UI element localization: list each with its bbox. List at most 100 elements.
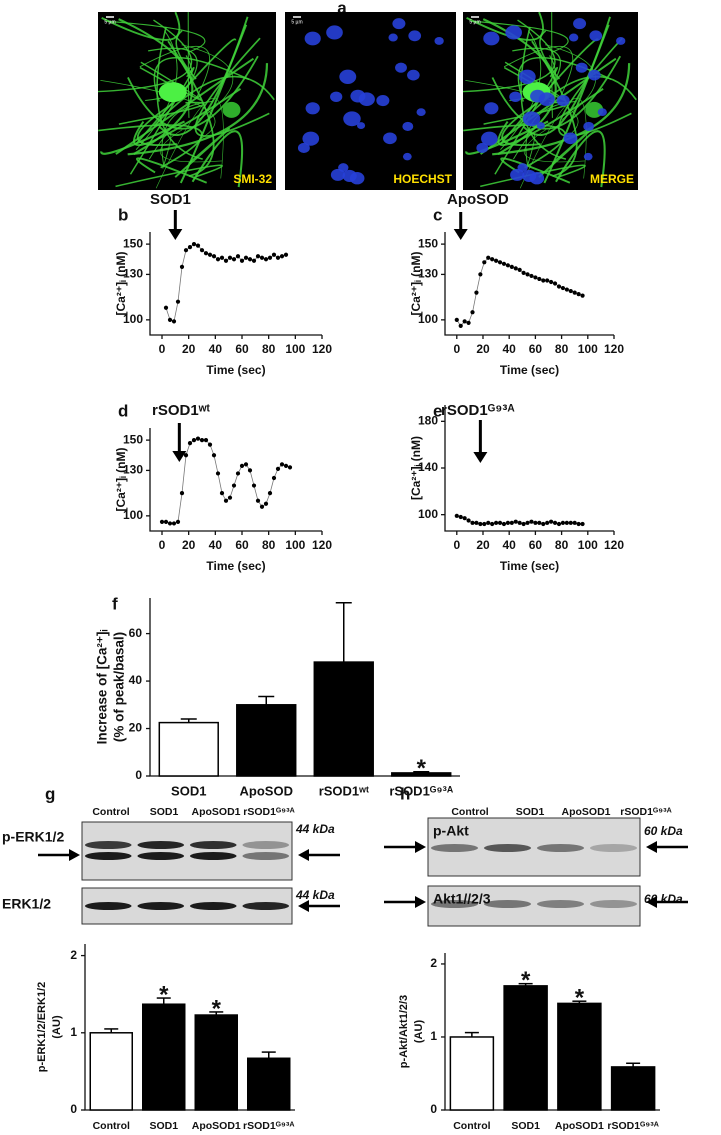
x-tick-label: 80: [555, 342, 569, 356]
data-point: [279, 254, 285, 259]
data-point: [247, 468, 253, 473]
data-point: [199, 248, 205, 253]
neurite: [115, 164, 223, 188]
x-tick-label: 100: [285, 342, 305, 356]
arrow-head: [415, 841, 426, 853]
y-tick-label: 60: [129, 626, 143, 640]
data-point: [227, 255, 233, 260]
band: [137, 841, 185, 849]
data-point: [171, 521, 177, 526]
data-point: [521, 521, 526, 527]
nucleus: [434, 37, 444, 45]
y-tick-label: 100: [418, 312, 438, 326]
arrow-head: [473, 452, 488, 463]
nucleus: [517, 163, 528, 172]
nucleus: [518, 69, 536, 85]
data-point: [163, 305, 169, 310]
data-point: [454, 513, 459, 518]
blot-arrow: [298, 900, 340, 912]
annotation: rSOD1ᴳ⁹³ᴬ: [441, 402, 515, 419]
arrow-head: [172, 451, 187, 462]
annotation-arrow: [168, 210, 183, 240]
y-tick-label: 0: [430, 1102, 437, 1116]
nucleus: [416, 108, 426, 117]
x-tick-label: 100: [285, 538, 305, 552]
data-point: [243, 462, 249, 467]
x-tick-label: 100: [578, 342, 598, 356]
data-point: [287, 465, 293, 470]
neurite: [139, 61, 202, 101]
nucleus: [408, 30, 422, 42]
neurite: [118, 101, 205, 125]
y-tick-label: 2: [70, 948, 77, 962]
blot-label: p-ERK1/2: [2, 829, 64, 845]
x-axis-label: Time (sec): [206, 363, 265, 377]
blot-label: p-Akt: [433, 823, 469, 839]
data-point: [568, 520, 573, 525]
data-point: [466, 320, 471, 325]
neurite: [551, 12, 553, 118]
x-tick-label: 0: [159, 342, 166, 356]
image-label: MERGE: [590, 172, 634, 186]
data-point: [580, 521, 585, 527]
data-point: [501, 261, 507, 266]
y-axis-label: Increase of [Ca²⁺]ᵢ: [95, 630, 110, 745]
data-point: [517, 267, 522, 272]
data-point: [560, 285, 566, 291]
annotation: SOD1: [150, 191, 191, 208]
data-point: [486, 255, 491, 260]
data-point: [517, 520, 522, 525]
blot-arrow: [646, 841, 688, 853]
data-point: [466, 518, 471, 523]
band: [589, 844, 638, 852]
nucleus: [597, 108, 607, 117]
bar: [236, 704, 297, 777]
neurite: [174, 128, 230, 178]
blot-strip: [81, 887, 293, 925]
data-point: [231, 483, 237, 488]
neurite: [136, 102, 177, 146]
data-point: [211, 453, 217, 458]
band: [536, 844, 585, 852]
band: [483, 900, 532, 908]
neurite: [519, 97, 587, 189]
image-frame: [98, 12, 276, 190]
nucleus: [356, 122, 366, 130]
y-tick-label: 0: [135, 768, 142, 782]
bar: [194, 1014, 238, 1111]
axis: [149, 428, 322, 532]
panel-letter: e: [433, 401, 442, 420]
data-point: [454, 317, 459, 322]
data-point: [255, 498, 261, 503]
data-point: [549, 519, 554, 524]
panel-letter: a: [337, 0, 347, 17]
data-point: [537, 520, 542, 525]
x-tick-label: 120: [312, 538, 332, 552]
data-point: [521, 270, 526, 275]
micrograph: 5 µm SMI-32: [97, 11, 276, 190]
blot-arrow: [384, 896, 426, 908]
band: [242, 902, 290, 910]
data-point: [580, 293, 585, 298]
nucleus: [392, 18, 406, 30]
data-point: [251, 258, 257, 263]
data-point: [227, 495, 233, 500]
lane-label: Control: [92, 806, 129, 818]
data-point: [533, 520, 538, 525]
y-axis-label: (% of peak/basal): [112, 632, 127, 742]
data-point: [195, 243, 201, 248]
data-point: [223, 498, 229, 503]
significance-star: *: [575, 985, 585, 1012]
arrow-head: [415, 896, 426, 908]
nucleus: [402, 121, 414, 132]
arrow-head: [298, 900, 309, 912]
band: [137, 852, 185, 860]
data-point: [493, 520, 499, 525]
data-point: [283, 463, 289, 468]
annotation: ApoSOD: [447, 191, 509, 208]
nucleus: [402, 152, 412, 161]
nucleus: [505, 25, 522, 40]
nucleus: [583, 121, 595, 132]
neurite: [463, 124, 566, 169]
neurite: [118, 18, 194, 155]
